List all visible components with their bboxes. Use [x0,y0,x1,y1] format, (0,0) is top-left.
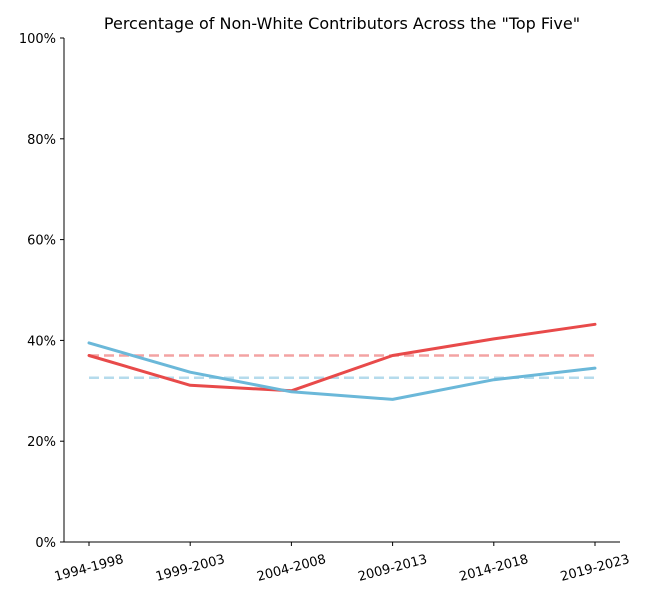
y-tick-label: 20% [27,435,56,450]
y-axis-ticks: 0% 20% 40% 60% 80% 100% [19,32,64,551]
series-line-1 [87,322,597,393]
x-tick-label: 2019-2023 [559,552,631,585]
axes [63,38,620,543]
x-tick-label: 2014-2018 [458,552,530,585]
series-line-2 [87,341,597,401]
y-tick-label: 0% [35,536,56,551]
y-tick-label: 80% [27,133,56,148]
y-tick-label: 100% [19,32,56,47]
x-tick-label: 1994-1998 [53,552,125,585]
series-lines [87,322,597,401]
x-axis-ticks: 1994-1998 1999-2003 2004-2008 2009-2013 2014… [53,542,631,585]
chart-title: Percentage of Non-White Contributors Acr… [104,14,580,33]
x-tick-label: 1999-2003 [154,552,226,585]
y-tick-label: 60% [27,234,56,249]
y-tick-label: 40% [27,334,56,349]
x-tick-label: 2004-2008 [255,552,327,585]
x-tick-label: 2009-2013 [357,552,429,585]
